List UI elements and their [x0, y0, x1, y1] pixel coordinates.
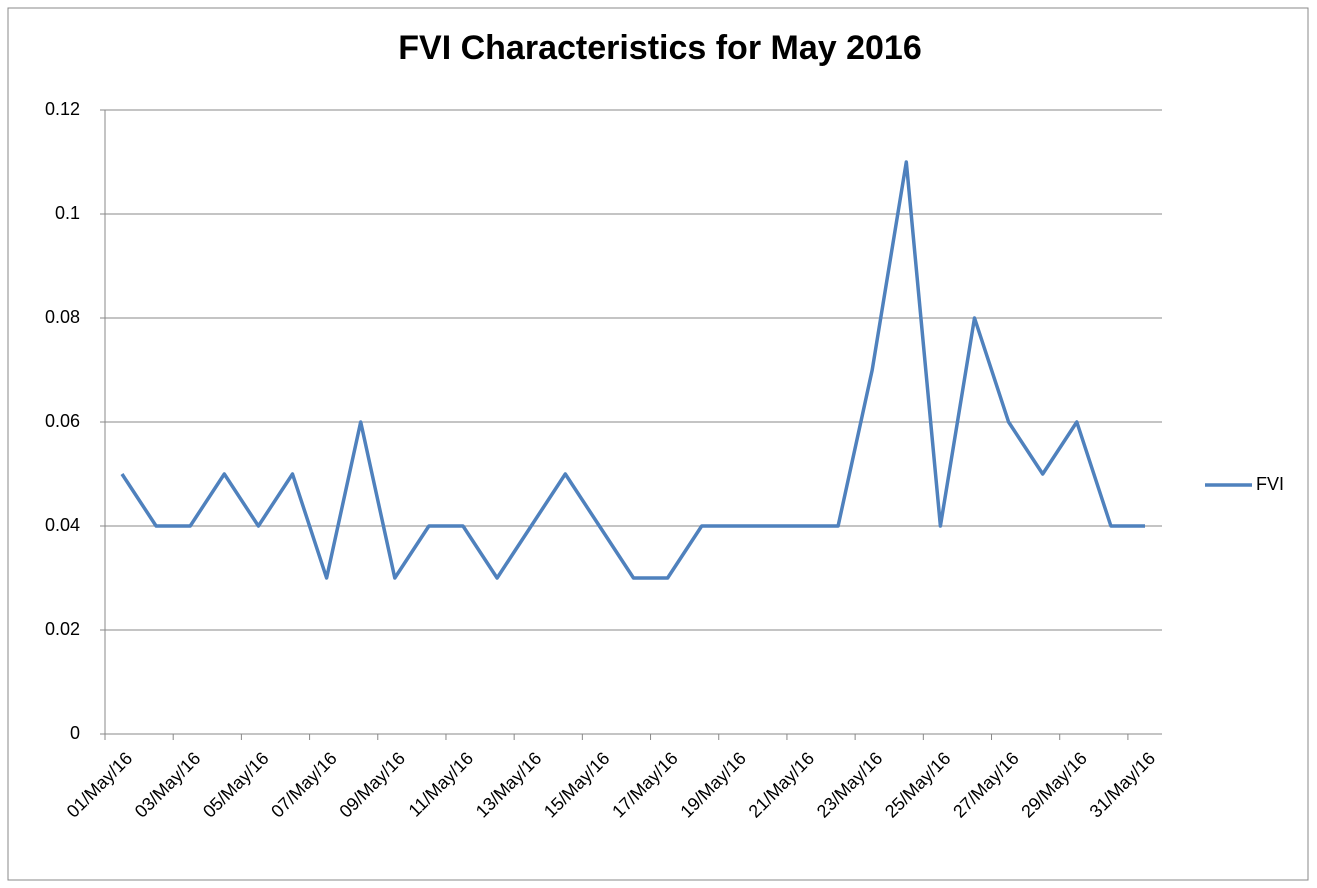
y-tick-label: 0.1: [55, 203, 80, 223]
chart-frame: [7, 7, 1309, 881]
y-tick-label: 0.02: [45, 619, 80, 639]
y-tick-label: 0.08: [45, 307, 80, 327]
y-tick-label: 0.04: [45, 515, 80, 535]
series-line: [120, 160, 1145, 580]
y-tick-label: 0.12: [45, 99, 80, 119]
chart-title: FVI Characteristics for May 2016: [398, 29, 921, 67]
y-tick-label: 0.06: [45, 411, 80, 431]
y-tick-label: 0: [70, 723, 80, 743]
legend-label: FVI: [1256, 474, 1284, 494]
